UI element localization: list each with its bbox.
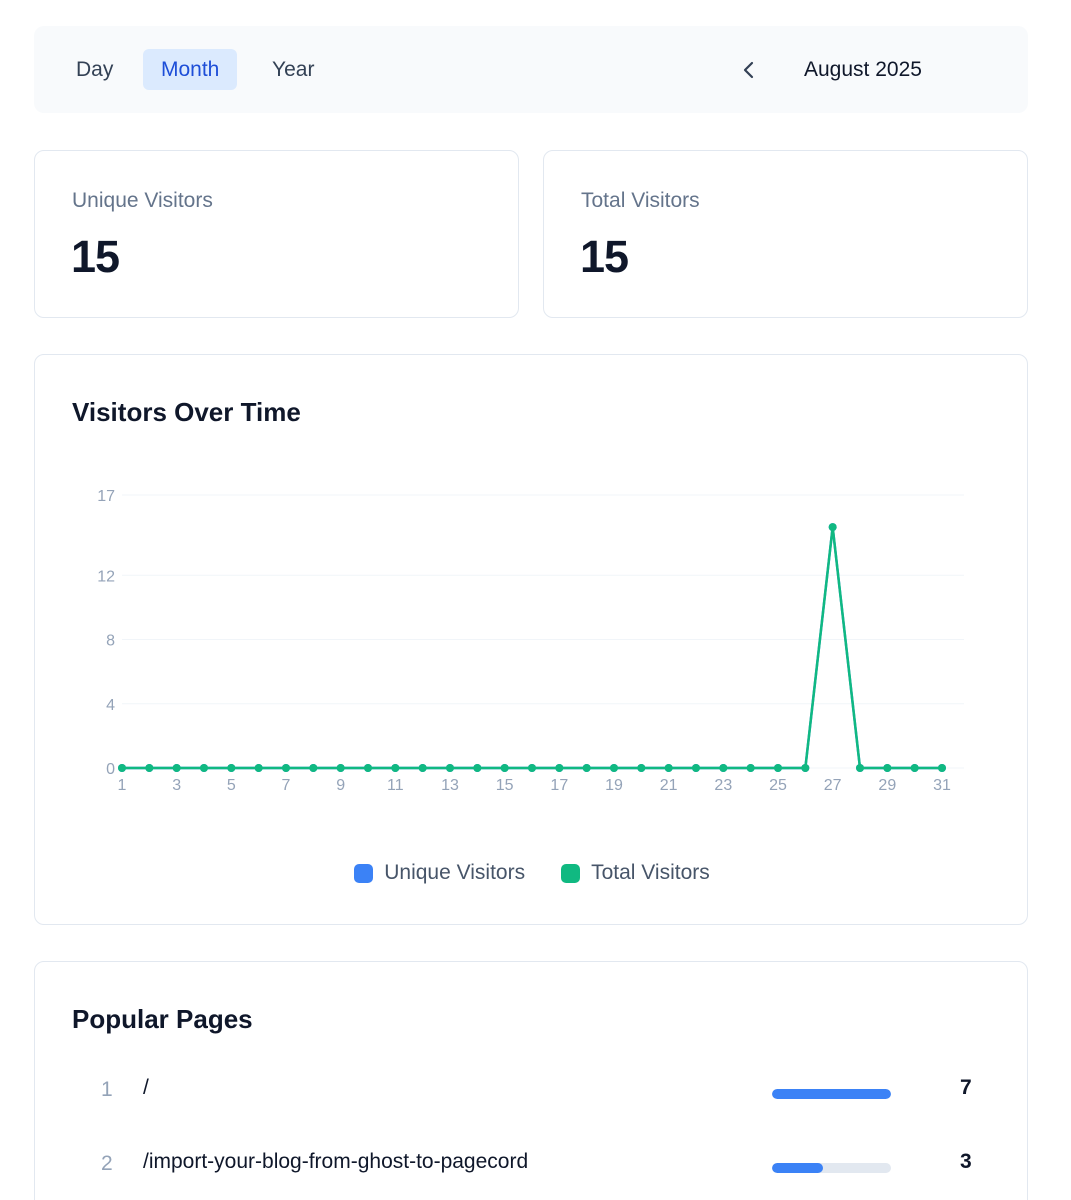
data-point (391, 764, 400, 772)
page-share-fill (772, 1163, 824, 1173)
series-line-total-visitors (122, 525, 942, 770)
x-tick-label: 17 (550, 777, 568, 794)
data-point (582, 764, 591, 772)
data-point (828, 523, 837, 532)
data-point (664, 764, 673, 772)
previous-period-button[interactable] (734, 56, 764, 84)
page-share-bar (772, 1089, 891, 1099)
x-tick-label: 9 (336, 777, 345, 794)
data-point (719, 764, 728, 772)
tab-year[interactable]: Year (272, 58, 315, 81)
tab-month[interactable]: Month (143, 49, 238, 90)
data-point (637, 764, 646, 772)
list-item[interactable]: 2 /import-your-blog-from-ghost-to-pageco… (35, 1144, 1029, 1184)
legend-item-total-visitors[interactable]: Total Visitors (561, 861, 710, 885)
current-period-label: August 2025 (804, 58, 922, 81)
data-point (336, 764, 345, 772)
data-point (610, 764, 618, 772)
y-tick-label: 8 (106, 633, 115, 650)
list-item[interactable]: 1 / 7 (35, 1070, 1029, 1110)
y-tick-label: 12 (97, 568, 115, 585)
data-point (938, 764, 946, 772)
x-tick-label: 11 (387, 777, 404, 794)
x-tick-label: 21 (660, 777, 678, 794)
x-tick-label: 29 (878, 777, 896, 794)
data-point (282, 764, 290, 772)
page-rank: 2 (101, 1152, 113, 1175)
unique-visitors-card: Unique Visitors 15 (34, 150, 519, 318)
visitors-chart-card: Visitors Over Time 0 4 8 12 17 1 3 5 7 9 11 13 15 17 1… (34, 354, 1028, 925)
x-tick-label: 7 (282, 777, 291, 794)
page-count: 7 (960, 1076, 972, 1099)
page-path-link[interactable]: / (143, 1076, 149, 1099)
chart-title: Visitors Over Time (72, 397, 301, 427)
page-share-fill (772, 1089, 891, 1099)
x-tick-label: 5 (227, 777, 236, 794)
data-point (418, 764, 427, 772)
legend-swatch-unique (354, 863, 374, 883)
stat-value: 15 (71, 231, 120, 282)
data-point (801, 764, 810, 772)
data-point (118, 764, 126, 772)
data-point (883, 764, 892, 772)
page-path-link[interactable]: /import-your-blog-from-ghost-to-pagecord (143, 1150, 529, 1173)
stat-label: Unique Visitors (72, 189, 213, 212)
x-tick-label: 25 (769, 777, 787, 794)
x-tick-label: 23 (714, 777, 732, 794)
data-point (555, 764, 564, 772)
period-toolbar: Day Month Year August 2025 (34, 26, 1028, 113)
page-count: 3 (960, 1150, 972, 1173)
popular-pages-title: Popular Pages (72, 1004, 253, 1034)
data-point (227, 764, 236, 772)
data-point (473, 764, 482, 772)
x-tick-label: 3 (172, 777, 181, 794)
total-visitors-card: Total Visitors 15 (543, 150, 1028, 318)
data-point (200, 764, 208, 772)
chart-legend: Unique Visitors Total Visitors (35, 861, 1029, 885)
data-point (145, 764, 154, 772)
legend-swatch-total (561, 863, 581, 883)
data-point (692, 764, 700, 772)
data-point (172, 764, 181, 772)
y-tick-label: 0 (106, 761, 115, 778)
legend-label: Unique Visitors (384, 861, 526, 884)
legend-label: Total Visitors (591, 861, 710, 884)
data-point (856, 764, 864, 772)
legend-item-unique-visitors[interactable]: Unique Visitors (354, 861, 525, 885)
x-tick-label: 15 (496, 777, 514, 794)
chevron-left-icon (743, 61, 754, 79)
stat-label: Total Visitors (581, 189, 700, 212)
x-tick-label: 13 (441, 777, 459, 794)
data-point (364, 764, 372, 772)
page-share-bar (772, 1163, 891, 1173)
data-point (528, 764, 536, 772)
tab-day[interactable]: Day (76, 58, 114, 81)
x-tick-label: 19 (605, 777, 623, 794)
x-tick-label: 27 (824, 777, 842, 794)
x-tick-label: 1 (118, 777, 127, 794)
popular-pages-card: Popular Pages 1 / 7 2 /import-your-blog-… (34, 961, 1028, 1200)
stat-value: 15 (580, 231, 629, 282)
data-point (254, 764, 263, 772)
data-point (774, 764, 782, 772)
y-tick-label: 4 (106, 697, 115, 714)
y-tick-label: 17 (97, 488, 115, 505)
data-point (910, 764, 919, 772)
data-point (309, 764, 318, 772)
data-point (446, 764, 454, 772)
data-point (500, 764, 509, 772)
x-tick-label: 31 (933, 777, 951, 794)
page-rank: 1 (101, 1078, 113, 1101)
data-point (746, 764, 755, 772)
